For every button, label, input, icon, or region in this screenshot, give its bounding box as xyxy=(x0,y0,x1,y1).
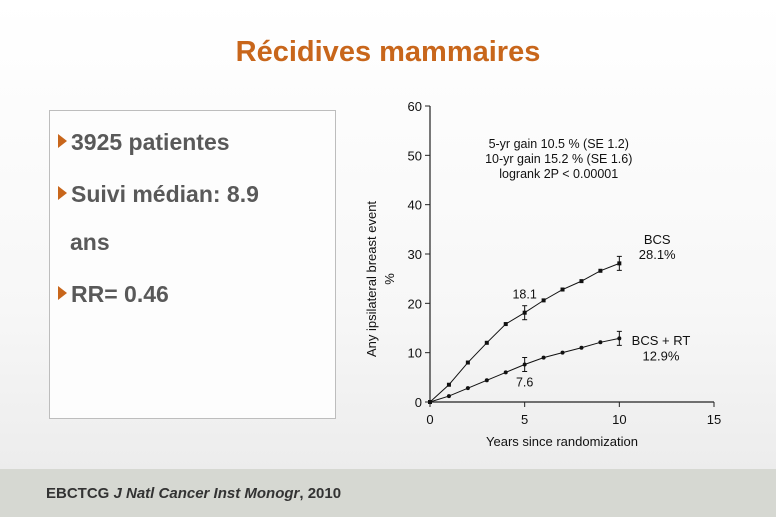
data-point xyxy=(579,345,584,350)
bullet-text: Suivi médian: 8.9 xyxy=(71,181,259,207)
data-point xyxy=(503,322,508,327)
y-tick-label: 50 xyxy=(408,148,422,163)
data-point xyxy=(446,394,451,399)
y-tick-label: 10 xyxy=(408,346,422,361)
bullet-arrow-icon xyxy=(58,186,67,200)
value-annotation: 18.1 xyxy=(512,288,536,302)
bullet-followup-continuation: ans xyxy=(70,229,110,255)
y-tick-label: 30 xyxy=(408,247,422,262)
data-point xyxy=(541,298,546,303)
x-tick-label: 5 xyxy=(521,412,528,427)
slide-title: Récidives mammaires xyxy=(235,36,541,68)
x-axis-label: Years since randomization xyxy=(486,434,638,449)
y-tick-label: 20 xyxy=(408,296,422,311)
data-point xyxy=(484,378,489,383)
citation-prefix: EBCTCG xyxy=(46,485,114,502)
y-tick-label: 0 xyxy=(415,395,422,410)
bullet-text: RR= 0.46 xyxy=(71,281,169,307)
series-name-label: BCS + RT xyxy=(632,333,691,348)
x-tick-label: 10 xyxy=(612,412,626,427)
value-annotation: 7.6 xyxy=(516,376,533,390)
y-axis-label: Any ipsilateral breast event xyxy=(364,201,379,357)
x-tick-label: 0 xyxy=(426,412,433,427)
bullet-rr: RR= 0.46 xyxy=(58,277,169,311)
data-point xyxy=(598,340,603,345)
data-point xyxy=(598,268,603,273)
citation: EBCTCG J Natl Cancer Inst Monogr, 2010 xyxy=(46,485,341,502)
data-point xyxy=(579,279,584,284)
data-point xyxy=(428,400,432,404)
bullet-patients: 3925 patientes xyxy=(58,125,230,159)
data-point xyxy=(465,360,470,365)
stats-line: logrank 2P < 0.00001 xyxy=(499,167,618,181)
data-point xyxy=(503,370,508,375)
citation-journal: J Natl Cancer Inst Monogr xyxy=(113,485,300,502)
bullet-arrow-icon xyxy=(58,286,67,300)
y-axis-unit: % xyxy=(382,273,397,285)
stats-line: 10-yr gain 15.2 % (SE 1.6) xyxy=(485,152,632,166)
data-point xyxy=(560,350,565,355)
bullet-arrow-icon xyxy=(58,134,67,148)
data-point xyxy=(465,386,470,391)
data-point xyxy=(541,355,546,360)
footer-bar: EBCTCG J Natl Cancer Inst Monogr, 2010 xyxy=(0,469,776,517)
y-tick-label: 60 xyxy=(408,99,422,114)
bullet-box: 3925 patientes Suivi médian: 8.9 ans RR=… xyxy=(49,110,336,419)
data-point xyxy=(484,340,489,345)
bullet-followup: Suivi médian: 8.9 xyxy=(58,177,259,211)
bullet-text: 3925 patientes xyxy=(71,129,230,155)
series-end-value: 28.1% xyxy=(639,247,676,262)
series-end-value: 12.9% xyxy=(643,349,680,364)
citation-suffix: , 2010 xyxy=(299,485,342,502)
series-name-label: BCS xyxy=(644,232,671,247)
y-tick-label: 40 xyxy=(408,198,422,213)
data-point xyxy=(560,287,565,292)
ipsilateral-event-chart: 0 5 10 15 0 10 20 30 40 50 60 Years since randomiza… xyxy=(364,99,721,449)
data-point xyxy=(446,382,451,387)
stats-line: 5-yr gain 10.5 % (SE 1.2) xyxy=(489,137,629,151)
x-tick-label: 15 xyxy=(707,412,721,427)
